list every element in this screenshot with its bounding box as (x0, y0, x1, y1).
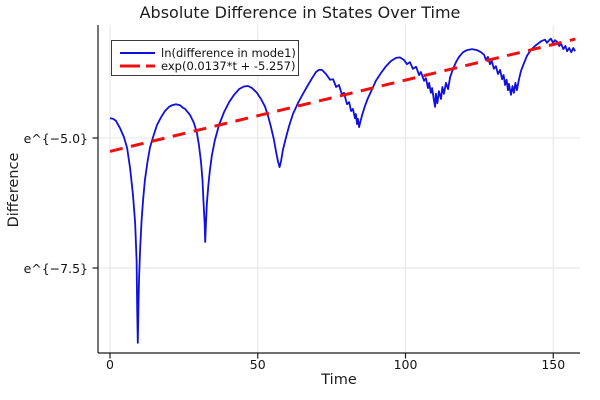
blue-line-sample (120, 51, 155, 54)
y-tick-label: e^{−7.5} (23, 261, 88, 276)
chart-title: Absolute Difference in States Over Time (139, 3, 461, 22)
x-axis-label: Time (321, 372, 357, 388)
difference-line (109, 37, 576, 344)
red-dashed-line-sample (120, 64, 155, 67)
legend: ln(difference in mode1) exp(0.0137*t + -… (111, 40, 299, 76)
legend-entry-data: ln(difference in mode1) (118, 46, 296, 60)
x-tick-label: 50 (249, 357, 266, 372)
x-tick-label: 0 (106, 357, 114, 372)
legend-entry-fit: exp(0.0137*t + -5.257) (118, 58, 296, 73)
legend-label-fit: exp(0.0137*t + -5.257) (161, 58, 296, 73)
exp-fit-line (109, 37, 576, 153)
x-tick-label: 100 (393, 357, 418, 372)
x-tick-label: 150 (541, 357, 566, 372)
y-tick-label: e^{−5.0} (23, 131, 88, 146)
legend-label-data: ln(difference in mode1) (161, 45, 296, 60)
